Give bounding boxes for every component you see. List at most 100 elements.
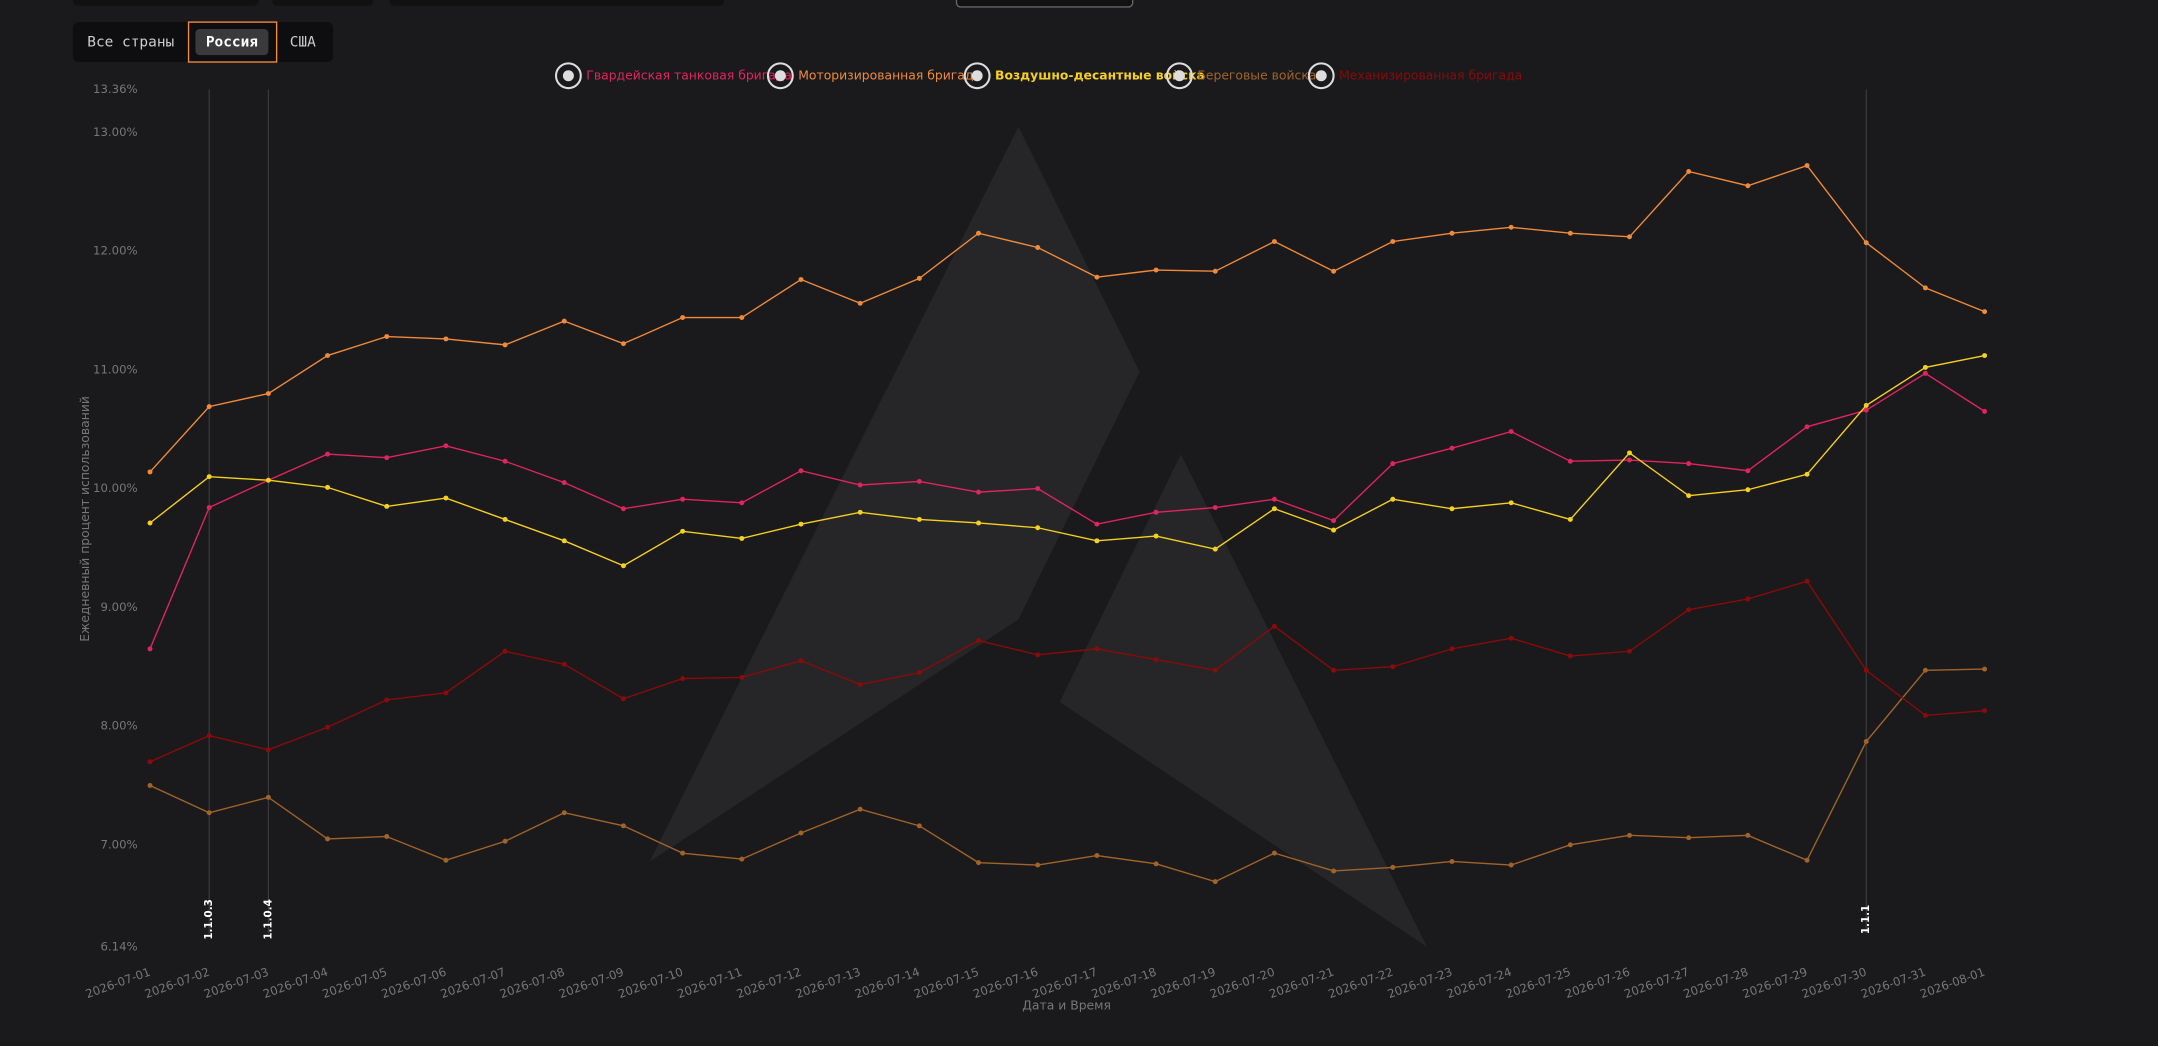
data-point xyxy=(1094,853,1100,858)
data-point xyxy=(1331,268,1337,274)
data-point xyxy=(739,856,745,862)
data-point xyxy=(384,697,390,703)
data-point xyxy=(976,489,982,495)
country-tab[interactable]: Все страны xyxy=(87,35,174,51)
data-point xyxy=(1686,835,1692,841)
data-point xyxy=(620,823,626,829)
data-point xyxy=(1686,461,1692,467)
country-tab[interactable]: Россия xyxy=(206,35,258,51)
data-point xyxy=(1390,496,1396,502)
y-tick-label: 7.00% xyxy=(100,837,137,851)
data-point xyxy=(857,682,863,687)
data-point xyxy=(1627,457,1632,463)
legend-label[interactable]: Моторизированная бригада xyxy=(798,68,981,82)
data-point xyxy=(680,676,686,682)
legend-icon[interactable] xyxy=(1166,62,1193,90)
legend-label[interactable]: Механизированная бригада xyxy=(1339,68,1522,82)
data-point xyxy=(1271,850,1277,856)
data-point xyxy=(1745,468,1751,474)
data-point xyxy=(206,810,212,816)
data-point xyxy=(325,484,331,490)
data-point xyxy=(1212,268,1218,274)
version-label: 1.1.0.4 xyxy=(262,899,274,939)
data-point xyxy=(680,496,686,502)
legend-label[interactable]: Воздушно-десантные войска xyxy=(995,68,1205,82)
data-point xyxy=(1094,521,1100,527)
data-point xyxy=(1153,267,1159,273)
top-control[interactable] xyxy=(955,0,1134,8)
data-point xyxy=(739,535,745,541)
legend-icon[interactable] xyxy=(1307,62,1335,90)
legend-label[interactable]: Береговые войска xyxy=(1197,68,1316,82)
legend-icon-core xyxy=(1315,70,1327,82)
legend-icon-core xyxy=(1173,70,1185,82)
data-point xyxy=(857,482,863,488)
series-line xyxy=(149,668,1985,883)
data-point xyxy=(976,860,982,866)
data-point xyxy=(206,474,212,480)
top-control[interactable] xyxy=(272,0,373,6)
data-point xyxy=(1331,667,1337,673)
top-control[interactable] xyxy=(389,0,724,6)
data-point xyxy=(857,509,863,515)
data-point xyxy=(1449,646,1455,652)
country-tab[interactable]: США xyxy=(290,35,316,51)
watermark xyxy=(649,126,1428,947)
top-control[interactable] xyxy=(72,0,259,6)
data-point xyxy=(798,830,804,836)
data-point xyxy=(1863,240,1869,246)
tab-active[interactable] xyxy=(195,28,269,56)
data-point xyxy=(1982,408,1988,414)
x-axis-title: Дата и Время xyxy=(1022,999,1111,1013)
legend-icon[interactable] xyxy=(766,62,794,90)
data-point xyxy=(1745,183,1751,189)
data-point xyxy=(147,646,153,652)
data-point xyxy=(976,230,982,236)
data-point xyxy=(1153,657,1159,663)
data-point xyxy=(443,443,449,449)
version-label: 1.1.1 xyxy=(1860,905,1872,934)
data-point xyxy=(1508,224,1514,230)
data-point xyxy=(1863,739,1869,744)
tab-active-border xyxy=(187,21,278,63)
legend-icon[interactable] xyxy=(554,62,582,90)
data-point xyxy=(1922,712,1928,718)
data-point xyxy=(1922,667,1928,673)
data-point xyxy=(325,836,331,842)
data-point xyxy=(620,506,626,512)
data-point xyxy=(561,318,567,324)
y-tick-label: 6.14% xyxy=(100,939,137,953)
data-point xyxy=(1390,664,1396,670)
data-point xyxy=(680,850,686,856)
data-point xyxy=(1982,353,1988,359)
data-point xyxy=(1212,546,1218,552)
data-point xyxy=(1035,245,1041,250)
data-point xyxy=(1745,596,1751,602)
data-point xyxy=(739,674,745,680)
data-point xyxy=(1804,471,1810,477)
data-point xyxy=(1863,402,1869,408)
data-point xyxy=(1153,509,1159,515)
data-point xyxy=(384,334,390,340)
data-point xyxy=(1035,525,1041,531)
data-point xyxy=(1922,370,1928,376)
data-point xyxy=(1567,230,1573,236)
data-point xyxy=(147,469,153,475)
data-point xyxy=(1390,864,1396,870)
data-point xyxy=(1212,505,1218,511)
legend-label[interactable]: Гвардейская танковая бригада xyxy=(586,68,792,82)
data-point xyxy=(1922,285,1928,291)
data-point xyxy=(1745,832,1751,838)
data-point xyxy=(265,794,271,800)
data-point xyxy=(916,275,922,281)
data-point xyxy=(561,538,567,544)
data-point xyxy=(561,661,567,667)
data-point xyxy=(147,782,153,788)
data-point xyxy=(1508,862,1514,868)
y-tick-label: 13.36% xyxy=(93,82,138,96)
legend-icon[interactable] xyxy=(963,62,991,90)
data-point xyxy=(502,458,508,464)
